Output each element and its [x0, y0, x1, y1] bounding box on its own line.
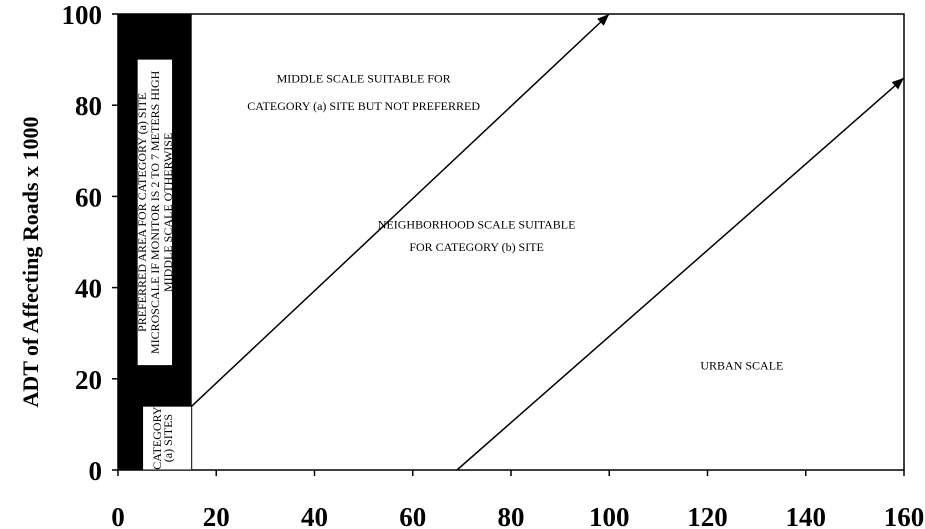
category-a-label-line: CATEGORY: [150, 406, 164, 470]
preferred-region: [137, 59, 173, 366]
y-tick-label: 100: [62, 0, 103, 30]
urban-scale-label: URBAN SCALE: [700, 359, 783, 373]
x-tick-label: 140: [786, 502, 827, 529]
region-labels: UNACCEPTABLE AT ALL TRAFFIC LEVELS PREFER…: [119, 70, 783, 469]
y-axis-label: ADT of Affecting Roads x 1000: [18, 116, 43, 407]
y-tick-label: 20: [75, 365, 102, 395]
x-tick-label: 80: [498, 502, 525, 529]
axis-ticks: 0 20 40 60 80 100 120 140 160 0 20 40 60 80 100: [62, 0, 925, 529]
preferred-label-line: MICROSCALE IF MONITOR IS 2 TO 7 METERS H…: [148, 70, 162, 354]
unacceptable-label: UNACCEPTABLE AT ALL TRAFFIC LEVELS: [119, 120, 133, 356]
preferred-label-line: MIDDLE SCALE OTHERWISE: [161, 133, 175, 292]
y-tick-label: 40: [75, 274, 102, 304]
regions: [118, 14, 193, 471]
boundary-lines: [191, 13, 905, 471]
preferred-label-line: PREFERRED AREA FOR CATEGORY (a) SITE: [135, 93, 149, 332]
category-a-label-line: (a) SITES: [161, 414, 175, 462]
category-a-region: [142, 405, 193, 471]
middle-scale-label-line: CATEGORY (a) SITE BUT NOT PREFERRED: [247, 99, 480, 113]
x-tick-label: 120: [687, 502, 728, 529]
x-tick-label: 60: [399, 502, 426, 529]
neighborhood-scale-label-line: NEIGHBORHOOD SCALE SUITABLE: [378, 217, 576, 231]
x-tick-label: 40: [301, 502, 328, 529]
x-tick-label: 20: [203, 502, 230, 529]
y-tick-label: 60: [75, 182, 102, 212]
boundary-arrowhead: [891, 77, 904, 90]
y-tick-label: 80: [75, 91, 102, 121]
boundary-arrowhead: [597, 14, 610, 26]
boundary-line: [456, 77, 905, 471]
neighborhood-scale-label-line: FOR CATEGORY (b) SITE: [409, 240, 544, 254]
middle-scale-label-line: MIDDLE SCALE SUITABLE FOR: [277, 71, 451, 85]
x-tick-label: 160: [884, 502, 925, 529]
x-tick-label: 100: [589, 502, 630, 529]
boundary-line: [191, 13, 610, 407]
x-tick-label: 0: [111, 502, 125, 529]
y-tick-label: 0: [89, 456, 103, 486]
